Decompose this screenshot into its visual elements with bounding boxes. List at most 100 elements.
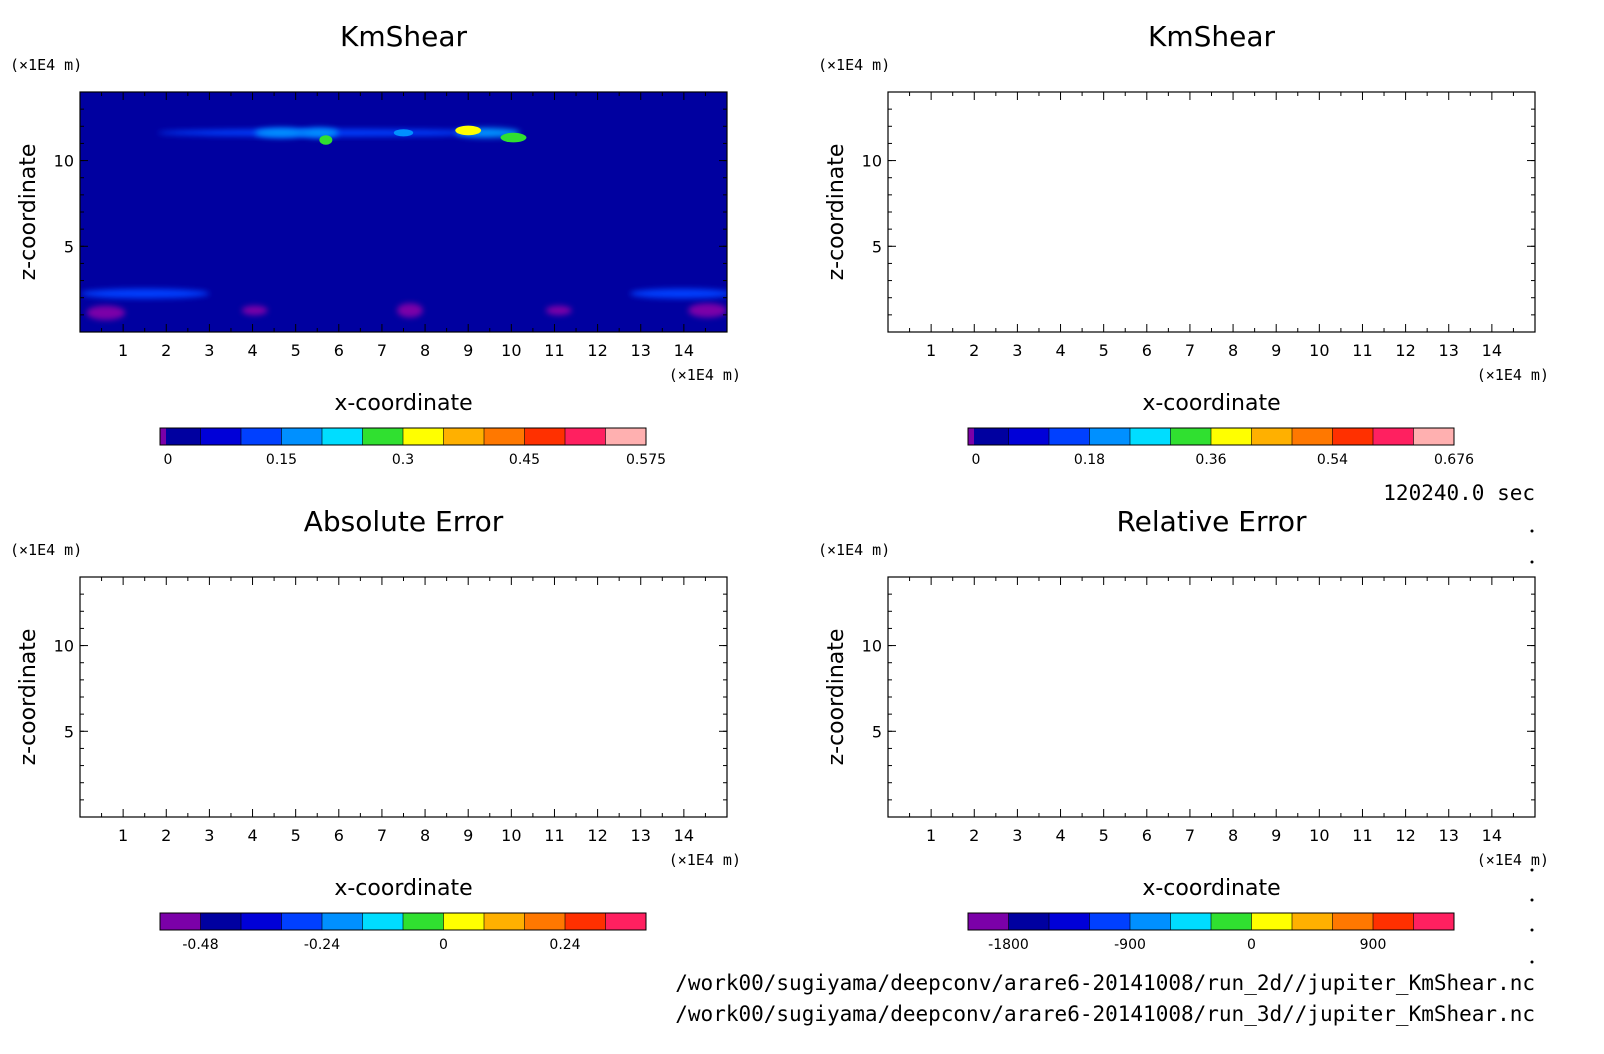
colorbar-swatch: [1373, 428, 1414, 445]
contour-region: [254, 128, 307, 138]
colorbar-swatch: [241, 913, 282, 930]
y-tick-label: 10: [54, 637, 74, 656]
colorbar-swatch: [443, 913, 485, 930]
plot-area-inner: [80, 92, 727, 332]
colorbar-swatch: [1089, 428, 1131, 445]
colorbar-swatch: [565, 913, 606, 930]
x-axis-label: x-coordinate: [1142, 876, 1280, 901]
contour-region: [907, 771, 1062, 790]
y-tick-label: 10: [54, 152, 74, 171]
contour-region: [349, 619, 368, 626]
colorbar-label: 0.676: [1434, 452, 1474, 468]
colorbar-swatch: [1130, 913, 1171, 930]
contour-region: [86, 305, 126, 320]
x-tick-label: 10: [1309, 341, 1329, 360]
x-tick-label: 8: [420, 826, 430, 845]
contour-region: [688, 303, 727, 318]
contour-region: [500, 132, 527, 143]
contour-region: [1360, 771, 1515, 790]
x-tick-label: 4: [247, 341, 257, 360]
y-axis-label: z-coordinate: [824, 144, 849, 281]
colorbar-label: 0.54: [1317, 452, 1348, 468]
x-tick-label: 12: [1395, 826, 1415, 845]
colorbar-label: -0.48: [182, 937, 218, 953]
colorbar-swatch: [403, 913, 444, 930]
contour-region: [1004, 639, 1159, 658]
x-tick-label: 13: [1439, 341, 1459, 360]
y-unit-label: (×1E4 m): [818, 541, 890, 559]
x-tick-label: 12: [587, 341, 607, 360]
contour-region: [145, 771, 300, 790]
colorbar-swatch: [322, 428, 363, 445]
colorbar-swatch: [1251, 913, 1293, 930]
x-unit-label: (×1E4 m): [669, 851, 741, 869]
colorbar-swatch: [362, 428, 404, 445]
colorbar-swatch: [403, 428, 444, 445]
colorbar-swatch: [241, 428, 282, 445]
x-tick-label: 6: [334, 341, 344, 360]
colorbar-swatch: [1049, 913, 1090, 930]
contour-region: [662, 769, 688, 775]
plot-field: [80, 92, 727, 332]
colorbar-label: 0.36: [1195, 452, 1226, 468]
colorbar-swatch: [1413, 913, 1455, 930]
file-path-3d: /work00/sugiyama/deepconv/arare6-2014100…: [675, 1002, 1535, 1026]
x-tick-label: 10: [501, 826, 521, 845]
x-tick-label: 4: [1055, 826, 1065, 845]
x-tick-label: 7: [1185, 826, 1195, 845]
x-tick-label: 1: [118, 341, 128, 360]
contour-region: [849, 692, 1082, 726]
contour-region: [1244, 128, 1322, 138]
contour-region: [80, 288, 210, 299]
contour-region: [481, 630, 585, 644]
plot-field: [849, 577, 1574, 817]
y-unit-label: (×1E4 m): [10, 56, 82, 74]
x-tick-label: 6: [1142, 826, 1152, 845]
contour-region: [313, 661, 494, 685]
colorbar-swatch: [200, 913, 242, 930]
contour-region: [882, 611, 960, 630]
plot-field: [882, 92, 1542, 332]
x-tick-label: 9: [463, 826, 473, 845]
colorbar-swatch: [1413, 428, 1455, 445]
colorbar-label: 0.575: [626, 452, 666, 468]
colorbar-swatch: [1170, 913, 1212, 930]
colorbar-label: 0.18: [1074, 452, 1105, 468]
x-tick-label: 1: [926, 826, 936, 845]
x-tick-label: 10: [1309, 826, 1329, 845]
colorbar-swatch: [565, 428, 606, 445]
contour-region: [1464, 611, 1542, 630]
colorbar-swatch: [605, 428, 647, 445]
contour-region: [455, 616, 507, 625]
colorbar-label: 0: [439, 937, 448, 953]
y-axis-label: z-coordinate: [16, 629, 41, 766]
x-tick-label: 11: [1352, 341, 1372, 360]
colorbar-swatch: [1049, 428, 1090, 445]
contour-region: [973, 618, 983, 622]
colorbar-swatch: [281, 913, 323, 930]
contour-region: [497, 614, 516, 621]
colorbar-swatch: [1008, 428, 1050, 445]
x-unit-label: (×1E4 m): [669, 366, 741, 384]
plot-area: [882, 92, 1542, 332]
plot-area: [80, 92, 727, 332]
y-unit-label: (×1E4 m): [818, 56, 890, 74]
contour-region: [1199, 721, 1238, 726]
x-tick-label: 5: [1099, 826, 1109, 845]
colorbar-swatch: [1008, 913, 1050, 930]
contour-region: [1212, 653, 1225, 659]
x-tick-label: 7: [377, 341, 387, 360]
x-tick-label: 11: [544, 341, 564, 360]
file-path-2d: /work00/sugiyama/deepconv/arare6-2014100…: [675, 971, 1535, 995]
colorbar-swatch: [524, 913, 566, 930]
contour-region: [1257, 289, 1490, 299]
x-tick-label: 8: [420, 341, 430, 360]
x-tick-label: 13: [631, 826, 651, 845]
contour-region: [119, 769, 145, 775]
colorbar-swatch: [1170, 428, 1212, 445]
contour-region: [313, 616, 365, 625]
colorbar-label: 0: [1247, 937, 1256, 953]
x-tick-label: 8: [1228, 341, 1238, 360]
